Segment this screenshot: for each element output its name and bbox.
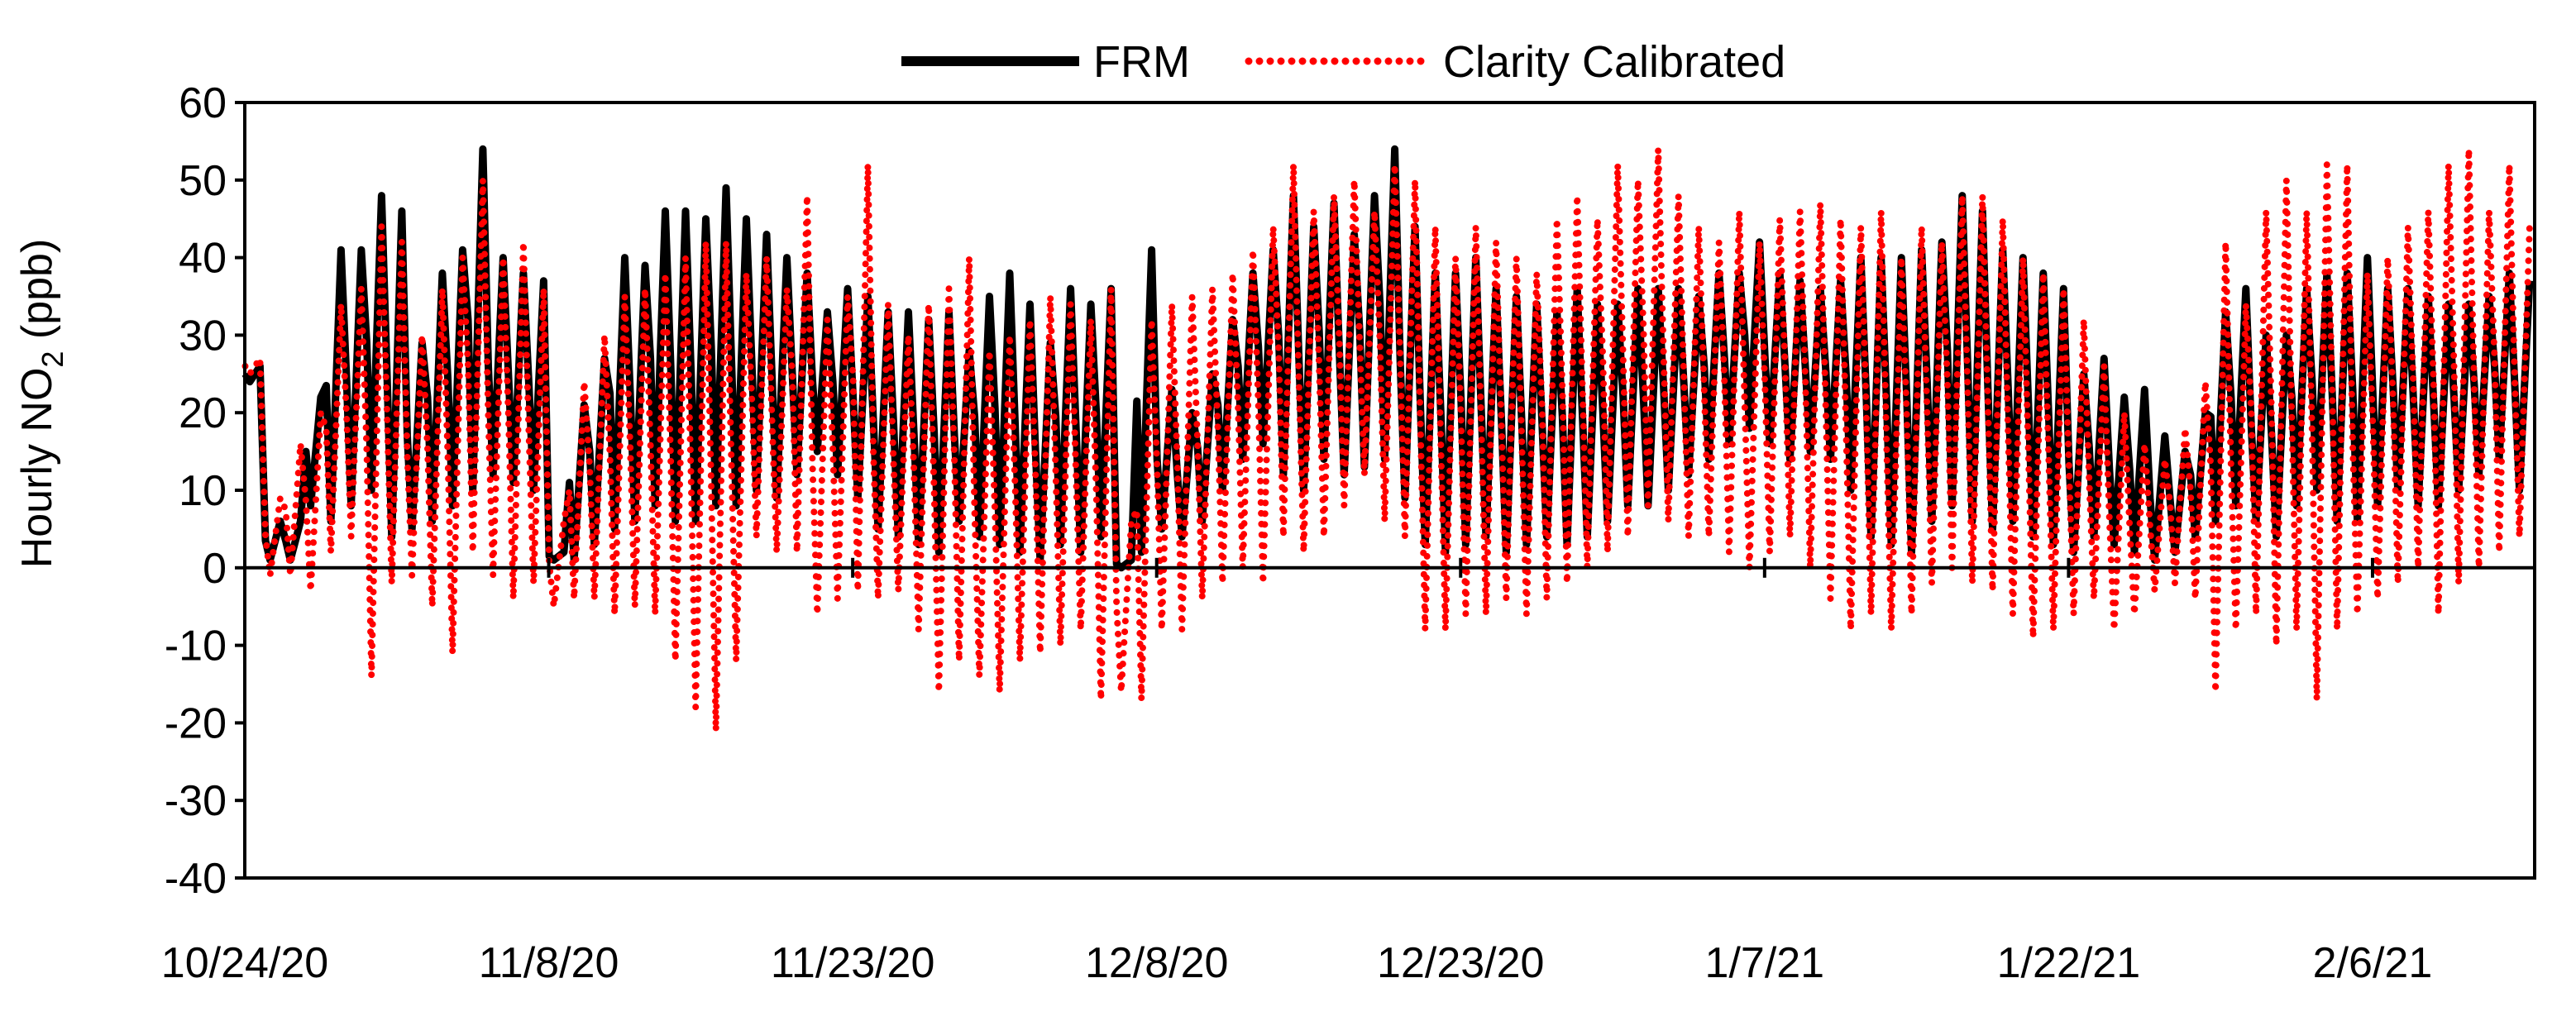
plot-area: [241, 145, 2534, 734]
y-tick-label: 10: [179, 467, 227, 515]
x-tick-label: 10/24/20: [161, 939, 328, 987]
y-axis-title-subscript: 2: [36, 351, 69, 368]
y-axis-title-suffix: (ppb): [13, 239, 61, 351]
x-tick-label: 11/8/20: [479, 939, 619, 987]
x-tick-label: 2/6/21: [2313, 939, 2433, 987]
y-tick-label: 30: [179, 312, 227, 360]
y-axis-title-prefix: Hourly NO: [13, 368, 61, 569]
legend: FRM Clarity Calibrated: [901, 37, 1785, 87]
y-axis-title: Hourly NO2 (ppb): [13, 239, 69, 569]
y-tick-label: -20: [165, 699, 227, 747]
x-tick-label: 12/23/20: [1377, 939, 1544, 987]
series-line-clarity-calibrated: [241, 146, 2533, 734]
x-tick-label: 11/23/20: [771, 939, 935, 987]
y-tick-label: 20: [179, 389, 227, 437]
legend-label-clarity: Clarity Calibrated: [1443, 37, 1785, 87]
y-tick-label: 50: [179, 157, 227, 205]
y-tick-label: 0: [203, 545, 227, 593]
y-tick-label: 40: [179, 235, 227, 283]
legend-label-frm: FRM: [1093, 37, 1190, 87]
axes: 60 50 40 30 20 10 0 -10 -20 -30 -40 10/24/20 11/8/20…: [161, 79, 2536, 987]
x-tick-label: 1/7/21: [1705, 939, 1825, 987]
series-layer: [241, 145, 2534, 734]
y-tick-label: -30: [165, 777, 227, 825]
y-tick-label: -10: [165, 623, 227, 670]
x-tick-label: 12/8/20: [1085, 939, 1229, 987]
x-tick-label: 1/22/21: [1997, 939, 2141, 987]
y-tick-label: 60: [179, 79, 227, 127]
y-tick-label: -40: [165, 855, 227, 903]
